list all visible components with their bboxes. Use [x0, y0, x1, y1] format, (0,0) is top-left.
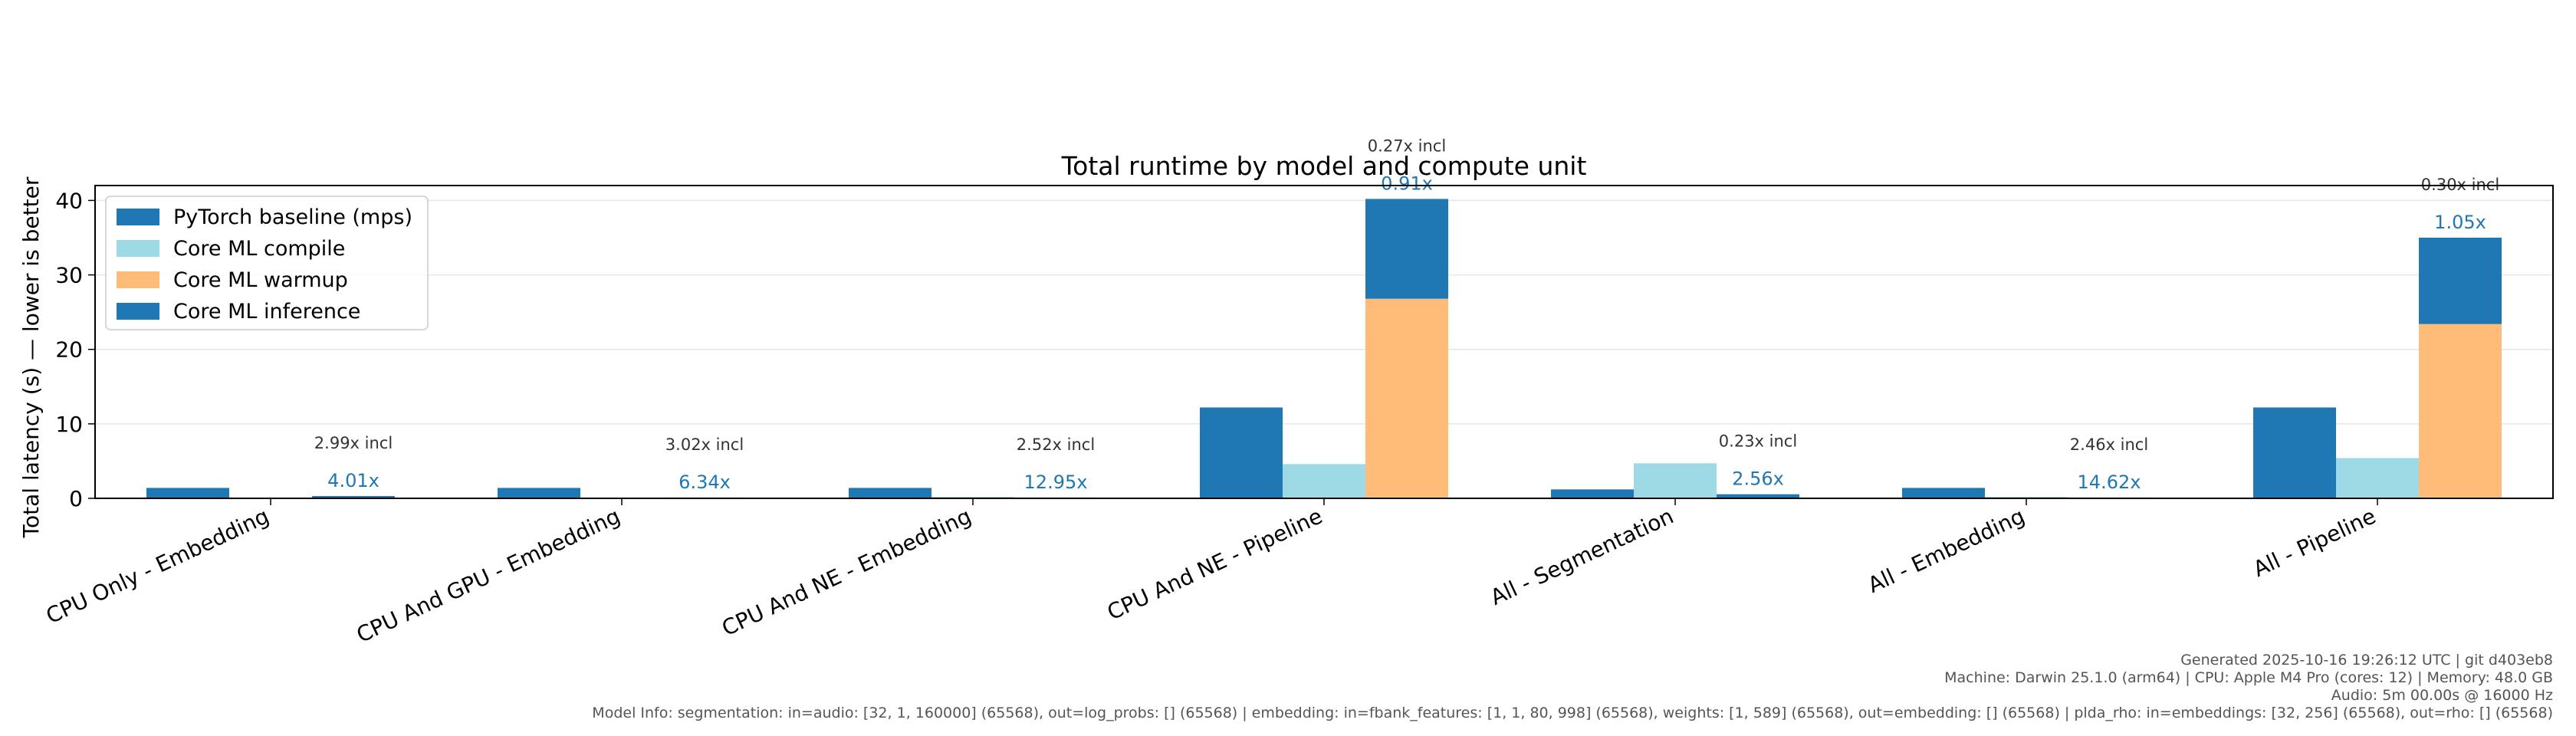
legend-label: Core ML compile: [173, 237, 345, 261]
bar-coreml-inference: [1365, 199, 1448, 299]
incl-speedup-label: 2.46x incl: [2070, 435, 2148, 454]
incl-speedup-label: 2.99x incl: [314, 434, 393, 452]
speedup-label: 2.56x: [1732, 468, 1784, 490]
legend-label: PyTorch baseline (mps): [173, 205, 412, 229]
y-tick-label: 30: [55, 263, 83, 288]
incl-speedup-label: 0.23x incl: [1719, 432, 1797, 451]
footer-audio: Audio: 5m 00.00s @ 16000 Hz: [2331, 687, 2553, 704]
chart-title: Total runtime by model and compute unit: [1061, 151, 1587, 181]
legend-label: Core ML warmup: [173, 268, 348, 292]
incl-speedup-label: 2.52x incl: [1017, 435, 1095, 454]
legend-swatch: [117, 271, 159, 288]
legend-swatch: [117, 303, 159, 320]
x-tick-label: All - Segmentation: [1487, 503, 1677, 610]
legend-swatch: [117, 209, 159, 225]
y-tick-label: 40: [55, 188, 83, 213]
bar-coreml-warmup: [2419, 324, 2502, 498]
y-tick-label: 0: [69, 486, 83, 511]
legend-box: [105, 196, 429, 330]
plot-frame: [94, 185, 2554, 499]
speedup-label: 0.91x: [1381, 172, 1433, 194]
x-tick-label: All - Embedding: [1864, 503, 2029, 597]
bar-coreml-inference: [312, 495, 395, 498]
bar-coreml-compile: [1283, 464, 1365, 498]
x-tick-label: All - Pipeline: [2249, 503, 2380, 582]
bar-coreml-inference: [1717, 494, 1799, 498]
footer-model-info: Model Info: segmentation: in=audio: [32,…: [592, 705, 2553, 721]
speedup-label: 4.01x: [327, 470, 380, 491]
y-axis-label: Total latency (s) — lower is better: [18, 176, 44, 538]
legend-label: Core ML inference: [173, 300, 360, 324]
x-tick-label: CPU And NE - Embedding: [718, 503, 974, 641]
footer-machine: Machine: Darwin 25.1.0 (arm64) | CPU: Ap…: [1944, 669, 2553, 686]
bar-pytorch-baseline: [1902, 488, 1985, 498]
incl-speedup-label: 3.02x incl: [665, 435, 744, 454]
bar-coreml-compile: [2336, 458, 2419, 498]
incl-speedup-label: 0.27x incl: [1368, 136, 1446, 155]
bar-pytorch-baseline: [849, 488, 932, 498]
x-tick-label: CPU And GPU - Embedding: [353, 503, 624, 647]
speedup-label: 14.62x: [2078, 472, 2141, 493]
y-tick-label: 20: [55, 337, 83, 363]
x-tick-label: CPU And NE - Pipeline: [1103, 503, 1326, 625]
speedup-label: 1.05x: [2434, 212, 2486, 233]
bar-coreml-compile: [1634, 463, 1717, 498]
y-tick-label: 10: [55, 412, 83, 437]
bar-coreml-warmup: [1365, 298, 1448, 498]
bar-pytorch-baseline: [498, 488, 580, 498]
bar-pytorch-baseline: [146, 488, 229, 498]
bar-pytorch-baseline: [1551, 489, 1634, 498]
legend-swatch: [117, 240, 159, 257]
bar-pytorch-baseline: [1200, 407, 1283, 498]
speedup-label: 12.95x: [1024, 472, 1088, 493]
speedup-label: 6.34x: [678, 472, 731, 493]
x-tick-label: CPU Only - Embedding: [42, 503, 273, 629]
footer-generated: Generated 2025-10-16 19:26:12 UTC | git …: [2180, 652, 2553, 669]
bar-coreml-inference: [2419, 238, 2502, 324]
footer: Generated 2025-10-16 19:26:12 UTC | git …: [592, 652, 2553, 722]
bar-pytorch-baseline: [2253, 407, 2336, 498]
